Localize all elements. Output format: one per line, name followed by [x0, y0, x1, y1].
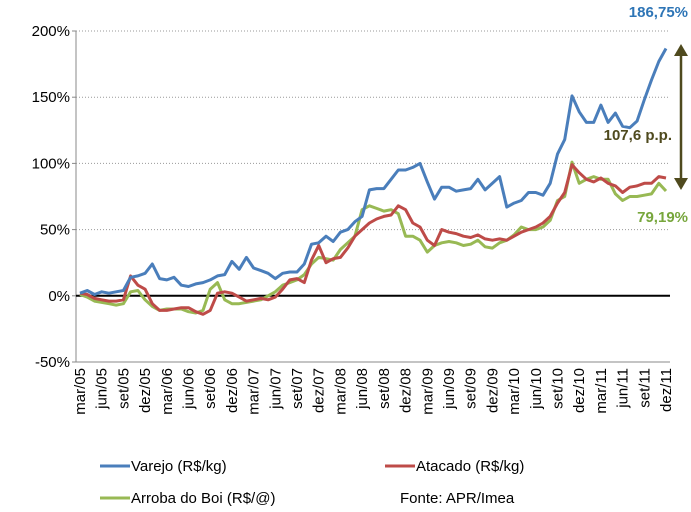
x-tick-label: mar/10 — [506, 368, 523, 415]
x-tick-label: set/11 — [636, 368, 653, 408]
annotation: 107,6 p.p. — [604, 127, 672, 144]
x-tick-label: mar/08 — [332, 368, 349, 415]
annotation: 79,19% — [637, 209, 688, 226]
x-tick-label: set/08 — [376, 368, 393, 409]
series-line — [79, 160, 668, 315]
legend-label: Arroba do Boi (R$/@) — [131, 490, 275, 507]
x-tick-label: set/09 — [463, 368, 480, 409]
x-tick-label: mar/06 — [159, 368, 176, 415]
y-tick-label: 200% — [32, 23, 70, 40]
y-tick-label: 100% — [32, 155, 70, 172]
legend-label: Varejo (R$/kg) — [131, 458, 227, 475]
y-tick-label: 0% — [48, 288, 70, 305]
x-tick-label: set/10 — [549, 368, 566, 409]
source-note: Fonte: APR/Imea — [400, 490, 515, 507]
x-tick-label: jun/06 — [181, 368, 198, 410]
x-tick-label: mar/09 — [419, 368, 436, 415]
x-tick-label: set/07 — [289, 368, 306, 409]
x-tick-label: jun/09 — [441, 368, 458, 410]
legend-label: Atacado (R$/kg) — [416, 458, 524, 475]
x-tick-label: set/05 — [115, 368, 132, 409]
x-tick-label: dez/07 — [311, 368, 328, 413]
x-tick-label: dez/11 — [658, 368, 675, 412]
x-tick-label: dez/09 — [484, 368, 501, 413]
x-tick-label: dez/05 — [137, 368, 154, 413]
x-tick-label: jun/08 — [354, 368, 371, 410]
arrow-head — [674, 44, 688, 56]
x-tick-label: jun/11 — [615, 368, 632, 409]
x-tick-label: dez/10 — [571, 368, 588, 413]
series-line — [79, 47, 668, 296]
x-tick-label: mar/05 — [72, 368, 89, 415]
x-tick-label: dez/08 — [398, 368, 415, 413]
series-line — [79, 163, 667, 316]
x-tick-label: set/06 — [202, 368, 219, 409]
x-tick-label: jun/07 — [267, 368, 284, 410]
arrow-head — [674, 178, 688, 190]
x-tick-label: mar/07 — [246, 368, 263, 415]
annotation: 186,75% — [629, 4, 688, 21]
x-tick-label: jun/10 — [528, 368, 545, 410]
x-tick-label: dez/06 — [224, 368, 241, 413]
y-tick-label: 50% — [40, 222, 70, 239]
y-tick-label: 150% — [32, 89, 70, 106]
y-tick-label: -50% — [35, 354, 70, 371]
x-tick-label: jun/05 — [94, 368, 111, 410]
x-tick-label: mar/11 — [593, 368, 610, 414]
